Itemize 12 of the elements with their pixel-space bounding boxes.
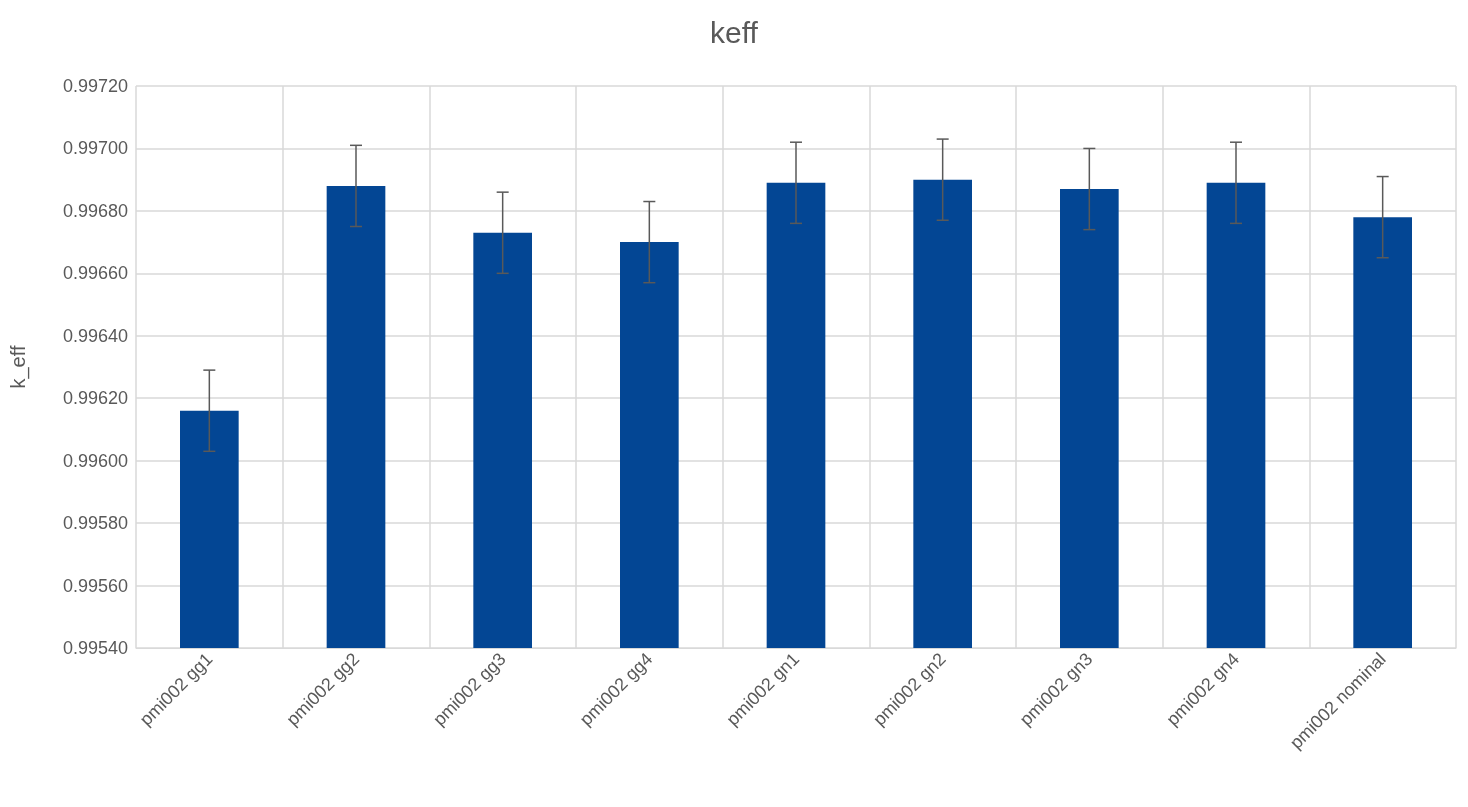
- y-tick-label: 0.99680: [62, 200, 128, 221]
- y-tick-label: 0.99560: [62, 575, 128, 596]
- y-tick-label: 0.99600: [62, 450, 128, 471]
- y-tick-label: 0.99720: [62, 76, 128, 96]
- y-tick-label: 0.99700: [62, 138, 128, 159]
- y-axis-title: k_eff: [7, 345, 30, 389]
- y-tick-label: 0.99620: [62, 388, 128, 409]
- y-tick-label: 0.99540: [62, 638, 128, 658]
- chart-title: keff: [710, 15, 759, 49]
- y-tick-label: 0.99660: [62, 263, 128, 284]
- y-tick-label: 0.99640: [62, 325, 128, 346]
- y-tick-label: 0.99580: [62, 513, 128, 534]
